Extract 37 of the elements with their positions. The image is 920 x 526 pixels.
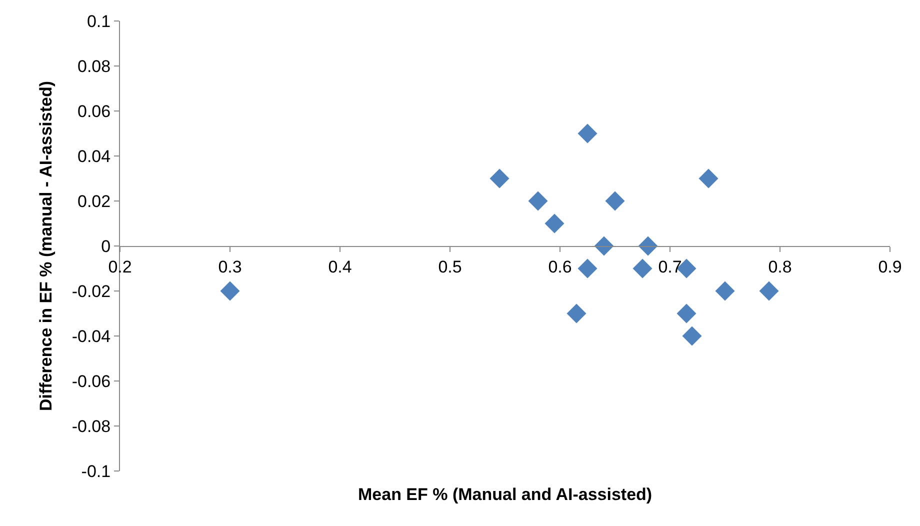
point [594, 236, 614, 256]
y-tick-label: -0.08 [72, 416, 111, 436]
y-tick-label: 0.04 [78, 146, 111, 166]
point [220, 281, 240, 301]
point [632, 258, 652, 278]
x-tick-label: 0.4 [328, 257, 352, 276]
point [676, 304, 696, 324]
point [490, 168, 510, 188]
point [715, 281, 735, 301]
x-tick-label: 0.7 [658, 257, 682, 276]
y-tick-label: 0.06 [78, 102, 111, 121]
point [682, 326, 702, 346]
x-tick-label: 0.9 [878, 257, 902, 276]
y-tick-label: 0.02 [78, 192, 111, 211]
point [605, 191, 625, 211]
point [566, 304, 586, 324]
x-tick-label: 0.5 [438, 257, 462, 276]
y-tick-label: 0.08 [78, 56, 111, 76]
point [759, 281, 779, 301]
y-tick-label: -0.06 [72, 372, 111, 391]
x-axis-title: Mean EF % (Manual and AI-assisted) [358, 485, 652, 504]
point [578, 258, 598, 278]
point [528, 191, 548, 211]
point [578, 124, 598, 144]
x-tick-label: 0.8 [768, 257, 792, 276]
point [698, 168, 718, 188]
point [638, 236, 658, 256]
y-tick-label: 0 [101, 236, 111, 256]
y-tick-label: -0.1 [81, 462, 111, 481]
y-tick-label: -0.02 [72, 282, 111, 301]
x-tick-label: 0.2 [108, 257, 132, 276]
y-tick-label: -0.04 [72, 326, 111, 346]
x-tick-label: 0.3 [218, 257, 242, 276]
y-tick-label: 0.1 [86, 12, 111, 31]
y-axis-title: Difference in EF % (manual - AI-assisted) [36, 81, 56, 411]
point [544, 214, 564, 234]
x-tick-label: 0.6 [548, 257, 572, 276]
